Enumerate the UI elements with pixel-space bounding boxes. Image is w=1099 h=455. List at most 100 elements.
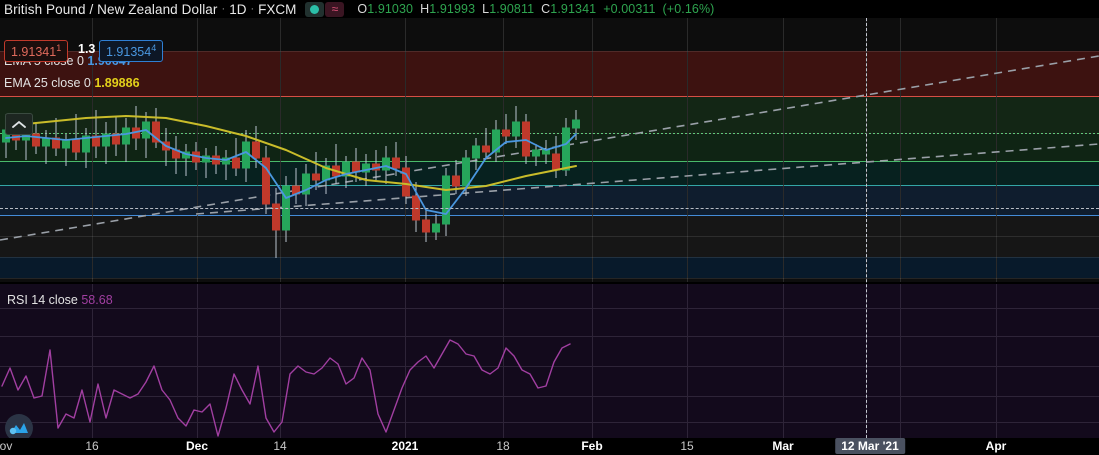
candle-body bbox=[352, 161, 360, 173]
vertical-gridline bbox=[280, 18, 281, 282]
horizontal-gridline bbox=[0, 161, 1099, 162]
candle-body bbox=[492, 129, 500, 153]
low-label: L bbox=[482, 2, 490, 16]
rsi-vertical-gridline bbox=[405, 284, 406, 438]
last-price-value: 1.91341 bbox=[11, 45, 57, 60]
candle-body bbox=[112, 133, 120, 145]
candle-body bbox=[482, 145, 490, 153]
candle-body bbox=[252, 141, 260, 159]
rsi-horizontal-gridline bbox=[0, 422, 1099, 423]
legend-rsi-value: 58.68 bbox=[81, 293, 113, 307]
spread-badge: 1.3 bbox=[78, 42, 96, 56]
legend-ema25-label: EMA 25 close 0 bbox=[4, 76, 91, 90]
collapse-pane-button[interactable] bbox=[5, 113, 33, 135]
candle-body bbox=[52, 137, 60, 149]
bid-price-badge[interactable]: 1.913544 bbox=[99, 40, 164, 63]
change-value: +0.00311 bbox=[603, 2, 656, 16]
candle-body bbox=[232, 157, 240, 169]
x-axis-tick: 18 bbox=[496, 439, 510, 453]
bid-price-value: 1.91354 bbox=[106, 45, 152, 60]
rsi-pane[interactable] bbox=[0, 284, 1099, 438]
horizontal-gridline bbox=[0, 257, 1099, 258]
vertical-gridline bbox=[687, 18, 688, 282]
rsi-vertical-gridline bbox=[280, 284, 281, 438]
symbol-title[interactable]: British Pound / New Zealand Dollar bbox=[4, 1, 218, 17]
legend-rsi-label: RSI 14 close bbox=[7, 293, 78, 307]
candle-body bbox=[152, 121, 160, 143]
price-level-dashed bbox=[0, 208, 1099, 209]
x-axis-tick: Dec bbox=[185, 439, 209, 453]
x-axis-tick: 16 bbox=[85, 439, 99, 453]
trendline-lower bbox=[0, 55, 1099, 241]
candle-body bbox=[32, 133, 40, 147]
header-separator-1: · bbox=[221, 3, 226, 15]
open-label: O bbox=[357, 2, 368, 16]
vertical-gridline bbox=[592, 18, 593, 282]
candle-body bbox=[512, 121, 520, 137]
x-axis-tick: Feb bbox=[581, 439, 603, 453]
rsi-vertical-gridline bbox=[92, 284, 93, 438]
chart-surface[interactable]: EMA 5 close 0 1.90647 EMA 25 close 0 1.8… bbox=[0, 18, 1099, 442]
candle-body bbox=[462, 157, 470, 187]
legend-ema25-value: 1.89886 bbox=[94, 76, 140, 90]
close-value: 1.91341 bbox=[550, 2, 597, 16]
trendline-upper bbox=[195, 143, 1099, 215]
support-zone-green-upper bbox=[0, 97, 1099, 133]
candle-body bbox=[392, 157, 400, 169]
price-series-layer bbox=[0, 55, 1099, 437]
ohlc-readout: O1.91030 H1.91993 L1.90811 C1.91341 +0.00311… bbox=[357, 2, 714, 16]
legend-rsi[interactable]: RSI 14 close 58.68 bbox=[4, 292, 116, 308]
candle-body bbox=[92, 135, 100, 147]
horizontal-gridline bbox=[0, 133, 1099, 134]
rsi-vertical-gridline bbox=[503, 284, 504, 438]
close-label: C bbox=[541, 2, 551, 16]
candle-body bbox=[302, 173, 310, 195]
teal-zone bbox=[0, 162, 1099, 185]
candle-body bbox=[362, 163, 370, 173]
tradingview-logo[interactable] bbox=[5, 414, 33, 442]
candle-body bbox=[62, 139, 70, 149]
x-axis-tick: 14 bbox=[273, 439, 287, 453]
x-axis-tick: ov bbox=[0, 439, 13, 453]
change-percent: (+0.16%) bbox=[662, 2, 715, 16]
timeframe-label[interactable]: 1D bbox=[229, 1, 247, 17]
x-axis-tick: Apr bbox=[985, 439, 1007, 453]
neutral-zone bbox=[0, 216, 1099, 257]
candle-body bbox=[42, 137, 50, 147]
candle-body bbox=[442, 175, 450, 225]
green-line bbox=[0, 161, 1099, 162]
wave-indicator-icon[interactable]: ≈ bbox=[325, 1, 345, 17]
bid-price-fraction: 4 bbox=[151, 43, 157, 53]
x-axis[interactable]: ov 16 Dec 14 2021 18 Feb 15 Mar 12 Mar '21 Apr bbox=[0, 438, 1099, 455]
rsi-horizontal-gridline bbox=[0, 308, 1099, 309]
rsi-vertical-gridline bbox=[687, 284, 688, 438]
x-axis-date-highlight[interactable]: 12 Mar '21 bbox=[835, 438, 905, 454]
candle-body bbox=[102, 133, 110, 147]
status-dot-icon[interactable] bbox=[305, 1, 325, 17]
ema5-line bbox=[5, 129, 577, 215]
rsi-horizontal-gridline bbox=[0, 396, 1099, 397]
x-axis-tick: 15 bbox=[680, 439, 694, 453]
candle-body bbox=[82, 135, 90, 153]
rsi-horizontal-gridline bbox=[0, 366, 1099, 367]
candle-body bbox=[572, 119, 580, 129]
rsi-vertical-gridline bbox=[592, 284, 593, 438]
blue-zone-lower bbox=[0, 257, 1099, 278]
rsi-line bbox=[1, 339, 571, 437]
candle-body bbox=[382, 157, 390, 171]
high-label: H bbox=[420, 2, 430, 16]
horizontal-gridline bbox=[0, 185, 1099, 186]
rsi-vertical-gridline bbox=[197, 284, 198, 438]
vertical-gridline bbox=[996, 18, 997, 282]
chart-mountain-icon bbox=[9, 423, 28, 435]
pane-separator[interactable] bbox=[0, 282, 1099, 284]
horizontal-gridline bbox=[0, 278, 1099, 279]
x-axis-tick: 2021 bbox=[391, 439, 419, 453]
horizontal-gridline bbox=[0, 51, 1099, 52]
exchange-label[interactable]: FXCM bbox=[258, 1, 297, 17]
vertical-gridline bbox=[405, 18, 406, 282]
rsi-vertical-gridline bbox=[783, 284, 784, 438]
chevron-up-icon bbox=[12, 120, 26, 128]
candle-body bbox=[122, 127, 130, 145]
legend-ema25[interactable]: EMA 25 close 0 1.89886 bbox=[4, 76, 140, 90]
